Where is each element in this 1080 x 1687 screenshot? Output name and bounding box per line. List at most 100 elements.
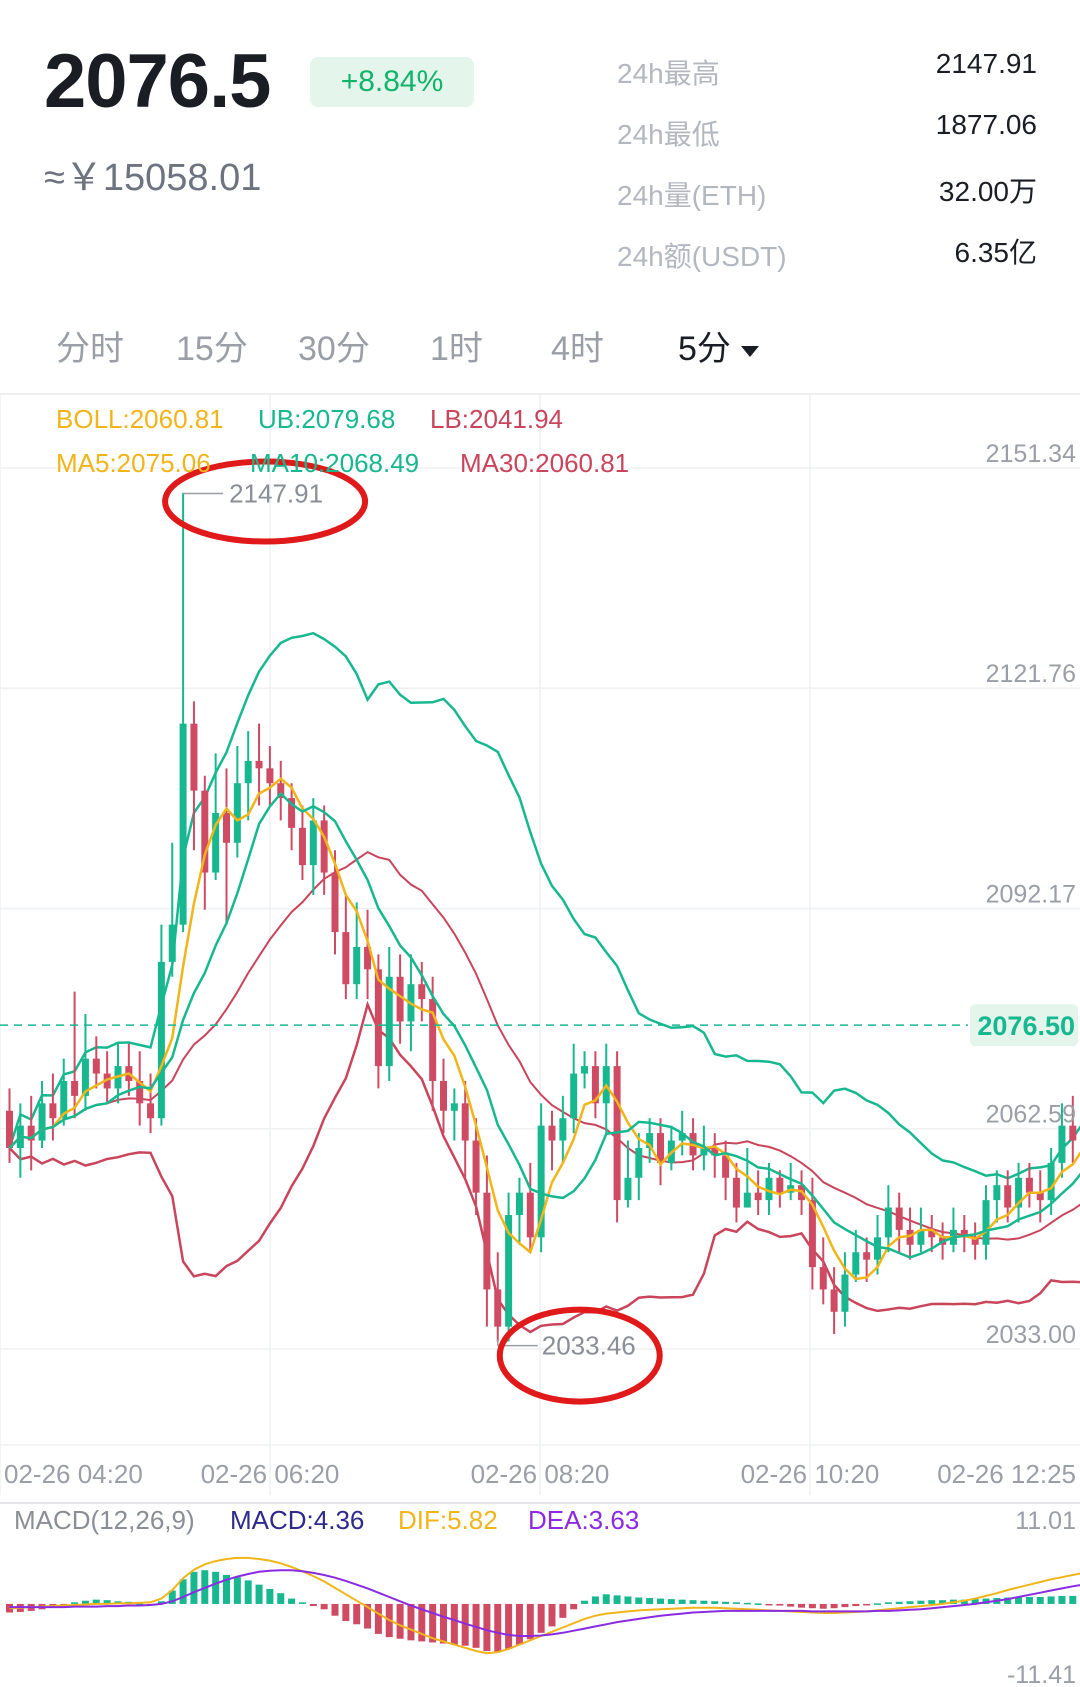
candle-body [646, 1133, 654, 1148]
macd-bar [6, 1603, 13, 1613]
candle-body [288, 798, 296, 828]
ma10-line [8, 791, 1080, 1259]
macd-bar [657, 1598, 664, 1604]
candle-body [429, 999, 437, 1081]
stat-row-volume: 24h量(ETH) 32.00万 [617, 170, 1037, 231]
macd-bar [1004, 1597, 1012, 1604]
macd-bar [743, 1602, 751, 1605]
legend-ub: UB:2079.68 [258, 404, 395, 434]
macd-bar [863, 1603, 871, 1606]
macd-bar [407, 1603, 415, 1641]
macd-bar [168, 1590, 176, 1604]
moving-averages [8, 777, 1080, 1281]
candle-body [342, 932, 350, 985]
divider [0, 393, 1080, 395]
candle-body [385, 976, 393, 1067]
macd-bar [1047, 1596, 1055, 1604]
ticker-header: 2076.5 +8.84% ≈￥15058.01 24h最高 2147.91 2… [0, 0, 1080, 300]
y-tick-label: 2033.00 [986, 1321, 1076, 1349]
dif-line [9, 1556, 1080, 1655]
low-marker-label: 2033.46 [542, 1331, 636, 1361]
macd-bar [732, 1602, 740, 1604]
macd-bar [505, 1603, 513, 1649]
candle-body [472, 1140, 480, 1193]
highlight-circle-high [162, 458, 369, 545]
candle-body [993, 1185, 1001, 1201]
macd-bar [700, 1600, 708, 1604]
candle-body [505, 1214, 513, 1327]
x-tick-label: 02-26 08:20 [471, 1459, 610, 1489]
legend-ma30: MA30:2060.81 [460, 448, 629, 478]
candle-body [483, 1192, 491, 1290]
tab-timeshare[interactable]: 分时 [56, 330, 124, 368]
macd-bar [754, 1603, 762, 1605]
candle-body [147, 1103, 155, 1119]
x-tick-label: 02-26 04:20 [4, 1459, 143, 1489]
macd-bar [179, 1579, 187, 1604]
candle-body [6, 1110, 13, 1148]
macd-bar [71, 1602, 79, 1604]
candle-body [157, 961, 165, 1119]
macd-bar [711, 1601, 719, 1604]
candle-body [624, 1177, 632, 1201]
x-tick-label: 02-26 06:20 [201, 1459, 340, 1489]
candle-body [71, 1080, 79, 1096]
macd-bar [765, 1603, 773, 1606]
candle-body [266, 768, 274, 784]
stat-value: 6.35亿 [954, 237, 1038, 268]
macd-bar [1058, 1595, 1066, 1604]
candle-body [874, 1237, 881, 1260]
macd-bar [494, 1603, 502, 1653]
candle-body [60, 1080, 68, 1119]
candle-body [559, 1118, 567, 1141]
legend-macd-params: MACD(12,26,9) [14, 1505, 195, 1535]
tab-5min-dropdown[interactable]: 5分 [678, 321, 759, 370]
candle-body [1025, 1177, 1033, 1193]
candle-body [515, 1192, 523, 1215]
stats-panel: 24h最高 2147.91 24h最低 1877.06 24h量(ETH) 32… [617, 48, 1037, 292]
stat-label: 24h量(ETH) [617, 180, 767, 211]
macd-bar [776, 1603, 784, 1606]
chart-legend: BOLL:2060.81 UB:2079.68 LB:2041.94 MA5:2… [14, 404, 639, 1535]
candle-body [678, 1133, 686, 1141]
macd-bar [320, 1603, 328, 1610]
candle-body [808, 1200, 816, 1268]
stat-row-low: 24h最低 1877.06 [617, 109, 1037, 170]
macd-bar [331, 1603, 339, 1616]
legend-macd: MACD:4.36 [230, 1505, 364, 1535]
candle-body [353, 946, 361, 985]
last-price: 2076.5 [44, 39, 271, 124]
candle-body [450, 1103, 458, 1111]
candle-body [309, 820, 317, 866]
stat-row-turnover: 24h额(USDT) 6.35亿 [617, 231, 1037, 292]
candle-body [581, 1066, 589, 1074]
candle-body [179, 723, 187, 925]
macd-bar [830, 1603, 838, 1609]
stat-value: 2147.91 [935, 48, 1037, 79]
kline-chart[interactable]: 11.01 -11.41 2151.34 2121.76 2092.17 2062.59… [0, 395, 1080, 1687]
legend-ma10: MA10:2068.49 [250, 448, 419, 478]
candle-body [743, 1192, 751, 1208]
chart-grid [0, 395, 1080, 1504]
tab-4h[interactable]: 4时 [551, 330, 604, 368]
candle-body [526, 1192, 534, 1238]
candle-body [722, 1155, 730, 1178]
current-price-badge [970, 1004, 1078, 1047]
macd-bar [223, 1575, 230, 1604]
legend-ma5: MA5:2075.06 [56, 448, 211, 478]
high-marker-label: 2147.91 [229, 479, 323, 509]
macd-bar [722, 1601, 730, 1604]
x-tick-label: 02-26 10:20 [741, 1459, 880, 1489]
candle-body [223, 812, 230, 843]
candle-body [711, 1147, 719, 1156]
candle-body [1036, 1192, 1044, 1201]
candle-body [830, 1289, 838, 1312]
macd-bar [667, 1599, 675, 1604]
macd-bar [255, 1584, 263, 1604]
tab-15min[interactable]: 15分 [176, 330, 248, 368]
macd-bar [808, 1603, 816, 1609]
candle-body [819, 1267, 827, 1290]
tab-30min[interactable]: 30分 [298, 330, 370, 368]
candle-body [374, 969, 382, 1067]
tab-1h[interactable]: 1时 [430, 330, 483, 368]
